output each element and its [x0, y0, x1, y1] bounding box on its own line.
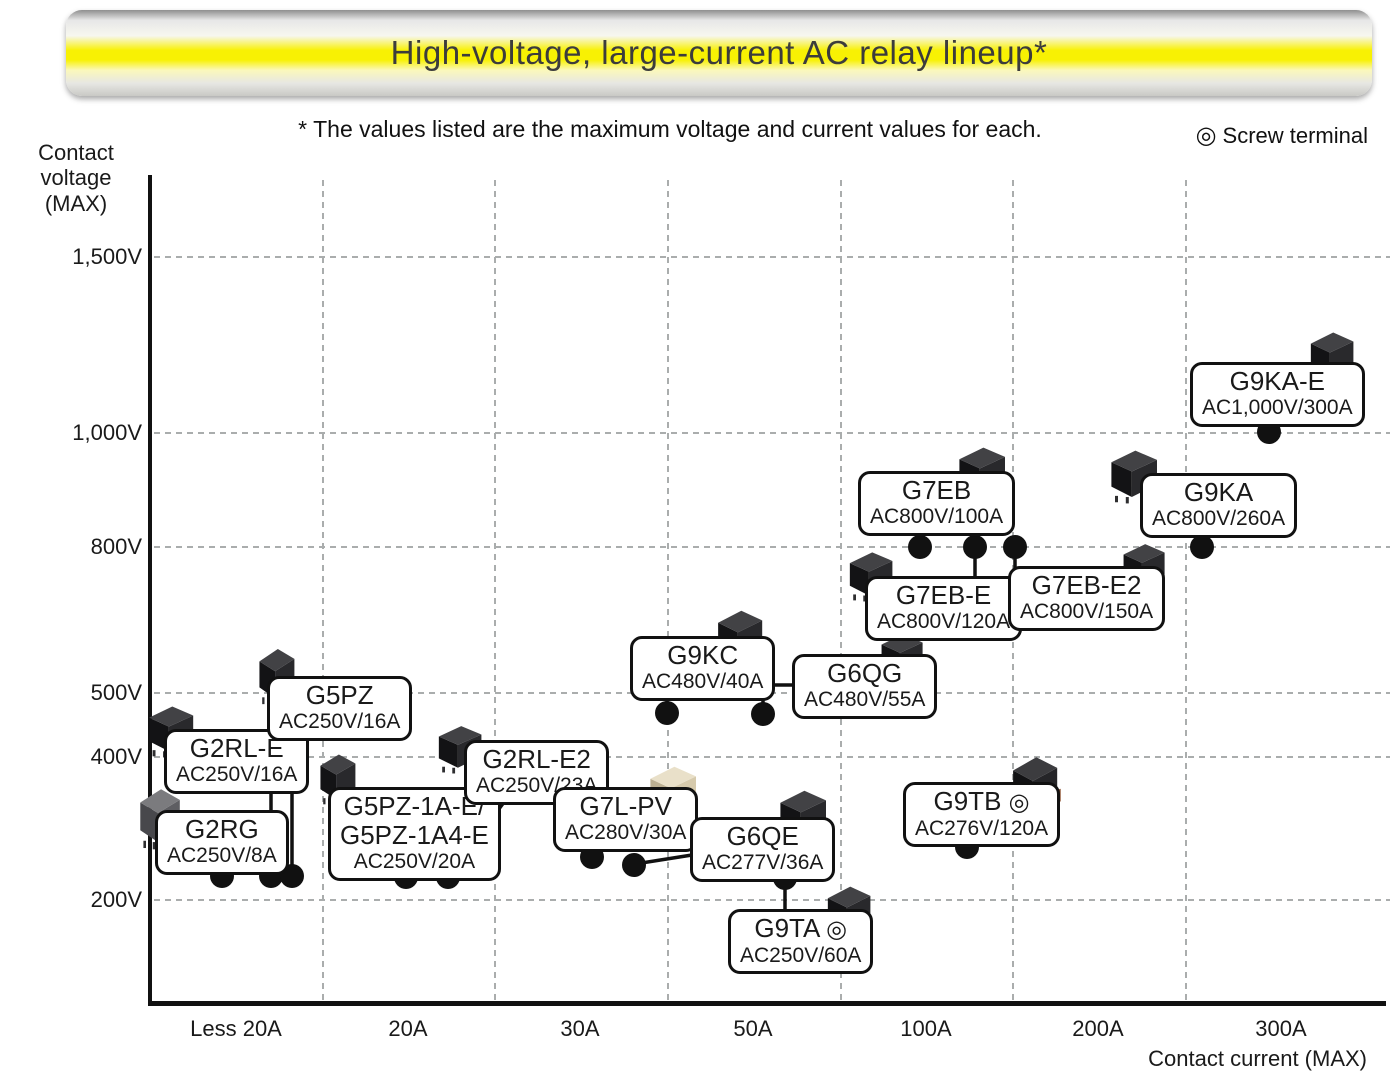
point-g6qe [622, 853, 646, 877]
screw-terminal-icon: ◎ [1195, 122, 1217, 149]
product-label-g2rg: G2RG AC250V/8A [155, 810, 289, 875]
y-axis-title: Contact voltage (MAX) [38, 140, 114, 216]
screw-terminal-icon: ◎ [826, 916, 848, 943]
point-g7eb-e2 [1003, 535, 1027, 559]
y-tick-1000v: 1,000V [72, 420, 142, 445]
x-tick-30a: 30A [560, 1016, 600, 1041]
product-label-g7l-pv: G7L-PV AC280V/30A [553, 787, 699, 852]
point-g9ka [1190, 535, 1214, 559]
screw-terminal-label: Screw terminal [1222, 123, 1368, 148]
point-g9kc [655, 701, 679, 725]
product-label-g9tb: G9TB ◎ AC276V/120A [903, 782, 1061, 848]
x-tick-50a: 50A [733, 1016, 773, 1041]
product-label-g9ta: G9TA ◎ AC250V/60A [728, 909, 874, 975]
point-g7eb [908, 535, 932, 559]
y-tick-800v: 800V [90, 534, 142, 559]
point-g7eb-e [963, 535, 987, 559]
product-label-g7eb-e2: G7EB-E2 AC800V/150A [1008, 566, 1166, 631]
x-tick-20a: 20A [388, 1016, 428, 1041]
y-tick-500v: 500V [90, 680, 142, 705]
product-label-g6qe: G6QE AC277V/36A [690, 817, 836, 882]
y-tick-200v: 200V [90, 887, 142, 912]
x-tick-100a: 100A [900, 1016, 952, 1041]
relay-image-g9ka-e [1303, 328, 1359, 384]
page-title: High-voltage, large-current AC relay lin… [390, 34, 1048, 71]
screw-terminal-legend: ◎ Screw terminal [1196, 123, 1368, 149]
x-tick-200a: 200A [1072, 1016, 1124, 1041]
product-label-g9kc: G9KC AC480V/40A [630, 636, 776, 701]
y-tick-1500v: 1,500V [72, 244, 142, 269]
x-axis-title: Contact current (MAX) [1148, 1046, 1367, 1071]
product-label-g7eb: G7EB AC800V/100A [858, 471, 1016, 536]
x-tick-300a: 300A [1255, 1016, 1307, 1041]
product-label-g9ka: G9KA AC800V/260A [1140, 473, 1298, 538]
relay-image-g9ka [1103, 446, 1163, 504]
product-label-g5pz-1a-e: G5PZ-1A-E/ G5PZ-1A4-E AC250V/20A [328, 787, 501, 881]
chart-note: * The values listed are the maximum volt… [298, 116, 1042, 142]
y-axis-line [148, 175, 152, 1005]
product-label-g6qg: G6QG AC480V/55A [792, 654, 938, 719]
product-label-g9ka-e: G9KA-E AC1,000V/300A [1190, 362, 1365, 427]
x-axis-line [148, 1001, 1386, 1006]
product-label-g5pz: G5PZ AC250V/16A [267, 676, 413, 741]
x-tick-less20a: Less 20A [190, 1016, 282, 1041]
y-tick-400v: 400V [90, 744, 142, 769]
title-banner: High-voltage, large-current AC relay lin… [66, 10, 1372, 96]
product-label-g7eb-e: G7EB-E AC800V/120A [865, 576, 1023, 641]
screw-terminal-icon: ◎ [1008, 789, 1030, 816]
point-g6qg [751, 702, 775, 726]
